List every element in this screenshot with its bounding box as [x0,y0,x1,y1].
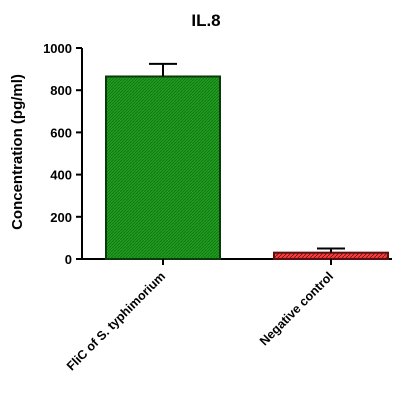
bar-2 [273,251,389,260]
x-tick-label: Negative control [257,269,336,348]
x-tick-label: FliC of S. typhimorium [64,269,168,373]
y-tick-label: 400 [50,168,72,183]
y-tick-label: 200 [50,210,72,225]
y-tick-label: 1000 [43,41,72,56]
bar-1 [105,75,221,260]
y-tick-label: 0 [65,252,72,267]
chart-title: IL.8 [191,11,220,30]
y-tick-label: 600 [50,125,72,140]
y-tick-label: 800 [50,83,72,98]
y-axis-label: Concentration (pg/ml) [9,74,26,230]
plot-area: 0 200 400 600 800 1000 FliC of S. typhimorium N… [43,41,392,373]
